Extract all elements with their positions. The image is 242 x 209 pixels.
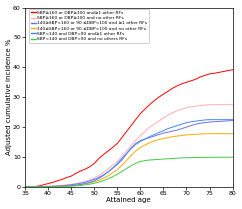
Y-axis label: Adjusted cumulative incidence %: Adjusted cumulative incidence %	[6, 39, 12, 155]
X-axis label: Attained age: Attained age	[106, 198, 151, 203]
Legend: SBP≥160 or DBP≥100 and≥1 other RFs, SBP≥160 or DBP≥100 and no other RFs, 140≥SBP: SBP≥160 or DBP≥100 and≥1 other RFs, SBP≥…	[29, 9, 149, 43]
